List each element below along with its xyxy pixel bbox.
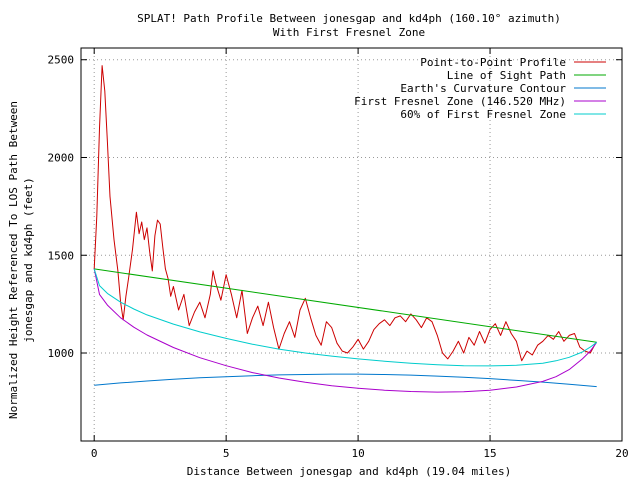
plot-frame xyxy=(80,47,623,442)
y-tick-label: 2000 xyxy=(48,151,75,164)
legend-label-fresnel60: 60% of First Fresnel Zone xyxy=(400,108,566,121)
series-line-curvature xyxy=(94,373,597,388)
series-line-profile xyxy=(93,65,597,362)
x-tick-label: 5 xyxy=(223,447,230,460)
series-line-fresnel60 xyxy=(93,268,598,367)
chart-title: SPLAT! Path Profile Between jonesgap and… xyxy=(137,12,561,25)
axes: 0 5 10 15 20 1000 1500 2000 2500 xyxy=(48,47,629,460)
legend-label-fresnel: First Fresnel Zone (146.520 MHz) xyxy=(354,95,566,108)
x-tick-label: 10 xyxy=(351,447,364,460)
y-axis-label-line2: jonesgap and kd4ph (feet) xyxy=(22,177,35,343)
series-line-los xyxy=(94,268,597,343)
legend-label-profile: Point-to-Point Profile xyxy=(420,56,566,69)
x-tick-label: 20 xyxy=(615,447,628,460)
y-tick-label: 1000 xyxy=(48,347,75,360)
plot-area xyxy=(93,65,598,393)
y-axis-label-line1: Normalized Height Referenced To LOS Path… xyxy=(7,101,20,419)
legend-label-curvature: Earth's Curvature Contour xyxy=(400,82,566,95)
x-tick-label: 0 xyxy=(91,447,98,460)
y-tick-label: 1500 xyxy=(48,249,75,262)
series-line-fresnel xyxy=(93,268,598,393)
x-tick-label: 15 xyxy=(483,447,496,460)
legend-label-los: Line of Sight Path xyxy=(447,69,566,82)
x-axis-label: Distance Between jonesgap and kd4ph (19.… xyxy=(187,465,512,478)
chart-subtitle: With First Fresnel Zone xyxy=(273,26,425,39)
y-tick-label: 2500 xyxy=(48,54,75,67)
